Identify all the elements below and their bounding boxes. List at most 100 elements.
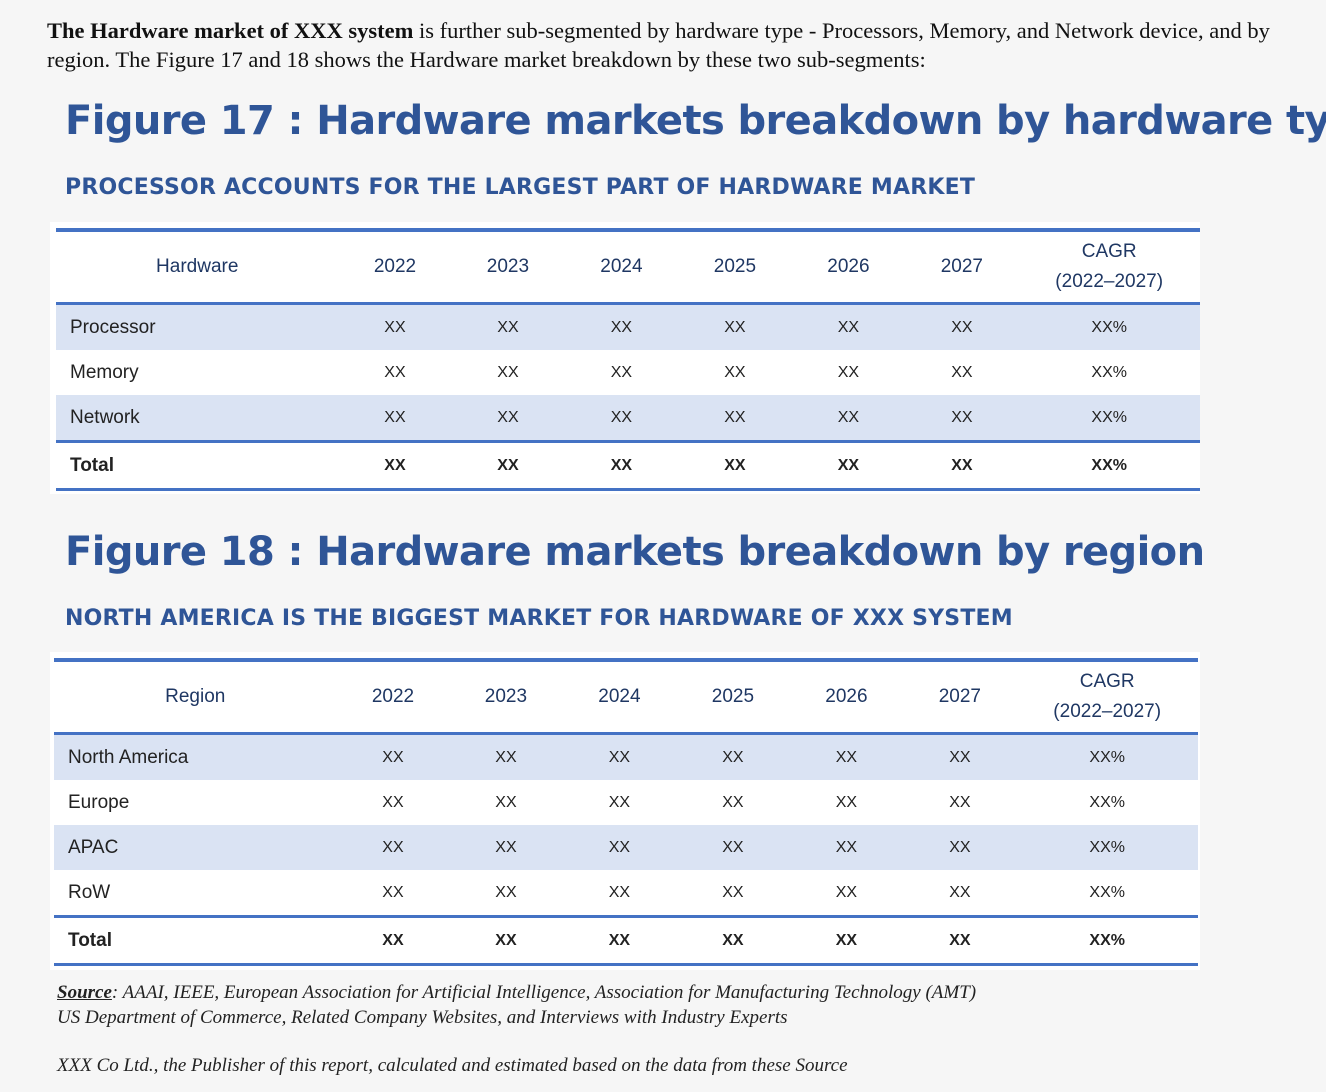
row-label: Processor	[56, 303, 339, 350]
cell: XX	[951, 363, 973, 381]
cagr-cell: XX%	[1018, 303, 1200, 350]
column-header: 2022	[373, 256, 417, 277]
source-note: Source: AAAI, IEEE, European Association…	[57, 980, 976, 1030]
cagr-cell: XX%	[1089, 931, 1125, 949]
cell: XX	[903, 825, 1017, 870]
cell: XX	[562, 825, 677, 870]
table-total-row: Total XX XX XX XX XX XX XX%	[54, 916, 1198, 965]
column-header: 2024	[598, 686, 641, 707]
cell: XX	[837, 456, 860, 474]
cell: XX	[951, 456, 973, 474]
cell: XX	[724, 363, 746, 381]
cagr-cell: XX%	[1018, 395, 1200, 442]
source-line1: : AAAI, IEEE, European Association for A…	[111, 982, 977, 1003]
cell: XX	[791, 395, 906, 442]
cell: XX	[451, 395, 565, 442]
source-label: Source	[57, 982, 112, 1003]
cagr-cell: XX%	[1089, 793, 1125, 811]
cell: XX	[451, 303, 565, 350]
intro-text: is further sub-segmented by hardware typ…	[47, 18, 1270, 72]
row-label: Network	[56, 395, 339, 442]
cell: XX	[495, 793, 517, 811]
row-label: APAC	[54, 825, 337, 870]
column-header: Hardware	[156, 256, 239, 277]
cell: XX	[610, 456, 633, 474]
cagr-period: (2022–2027)	[1053, 701, 1162, 722]
column-header: 2025	[711, 686, 755, 707]
cell: XX	[564, 303, 679, 350]
figure17-table: Hardware 2022 2023 2024 2025 2026 2027 C…	[56, 228, 1200, 491]
cell: XX	[608, 793, 631, 811]
cell: XX	[608, 883, 631, 901]
cell: XX	[449, 825, 563, 870]
column-header: 2027	[940, 256, 984, 277]
cell: XX	[789, 733, 904, 780]
cell: XX	[835, 883, 858, 901]
intro-bold-lead: The Hardware market of XXX system	[47, 18, 414, 43]
cagr-label: CAGR	[1079, 671, 1135, 692]
cell: XX	[678, 395, 792, 442]
column-header: 2024	[600, 256, 643, 277]
cell: XX	[336, 733, 450, 780]
cagr-header: CAGR (2022–2027)	[1016, 660, 1198, 734]
cell: XX	[384, 363, 406, 381]
table-row: Processor XX XX XX XX XX XX XX%	[56, 303, 1200, 350]
source-line2: US Department of Commerce, Related Compa…	[57, 1007, 788, 1028]
cell: XX	[949, 883, 971, 901]
cell: XX	[497, 363, 519, 381]
row-label: Europe	[68, 791, 130, 813]
cell: XX	[676, 733, 790, 780]
row-label: Total	[70, 454, 114, 476]
cagr-cell: XX%	[1091, 456, 1127, 474]
row-label: Memory	[70, 361, 139, 383]
cell: XX	[495, 883, 517, 901]
figure17-subtitle: PROCESSOR ACCOUNTS FOR THE LARGEST PART …	[65, 175, 976, 200]
cell: XX	[949, 793, 971, 811]
cell: XX	[449, 733, 563, 780]
cell: XX	[610, 363, 633, 381]
cell: XX	[835, 931, 858, 949]
cell: XX	[949, 931, 971, 949]
cagr-period: (2022–2027)	[1055, 271, 1164, 292]
table-row: North America XX XX XX XX XX XX XX%	[54, 733, 1198, 780]
cagr-cell: XX%	[1091, 363, 1127, 381]
row-label: North America	[54, 733, 337, 780]
cell: XX	[724, 456, 746, 474]
cell: XX	[338, 303, 452, 350]
table-row: Memory XX XX XX XX XX XX XX%	[56, 350, 1200, 395]
cell: XX	[384, 456, 406, 474]
cagr-cell: XX%	[1016, 825, 1198, 870]
cell: XX	[905, 395, 1019, 442]
cell: XX	[382, 793, 404, 811]
column-header: 2025	[713, 256, 757, 277]
figure18-title: Figure 18 : Hardware markets breakdown b…	[65, 529, 1205, 575]
cagr-cell: XX%	[1016, 733, 1198, 780]
cell: XX	[678, 303, 792, 350]
row-label: Total	[68, 929, 112, 951]
row-label: RoW	[68, 881, 111, 903]
cell: XX	[722, 883, 744, 901]
cell: XX	[722, 931, 744, 949]
column-header: 2023	[484, 686, 528, 707]
cell: XX	[905, 303, 1019, 350]
cagr-cell: XX%	[1089, 883, 1125, 901]
cell: XX	[722, 793, 744, 811]
cell: XX	[495, 931, 517, 949]
figure18-table: Region 2022 2023 2024 2025 2026 2027 CAG…	[54, 658, 1198, 966]
figure17-title: Figure 17 : Hardware markets breakdown b…	[65, 98, 1326, 144]
column-header: 2026	[827, 256, 870, 277]
table-header-row: Region 2022 2023 2024 2025 2026 2027 CAG…	[54, 660, 1198, 734]
cell: XX	[382, 883, 404, 901]
cell: XX	[837, 363, 860, 381]
cell: XX	[382, 931, 404, 949]
figure18-table-card: Region 2022 2023 2024 2025 2026 2027 CAG…	[50, 652, 1200, 970]
column-header: 2023	[486, 256, 530, 277]
table-row: RoW XX XX XX XX XX XX XX%	[54, 870, 1198, 917]
cell: XX	[835, 793, 858, 811]
cell: XX	[338, 395, 452, 442]
column-header: 2027	[938, 686, 982, 707]
column-header: Region	[165, 686, 226, 707]
figure17-table-card: Hardware 2022 2023 2024 2025 2026 2027 C…	[50, 222, 1200, 494]
table-row: Network XX XX XX XX XX XX XX%	[56, 395, 1200, 442]
cell: XX	[497, 456, 519, 474]
